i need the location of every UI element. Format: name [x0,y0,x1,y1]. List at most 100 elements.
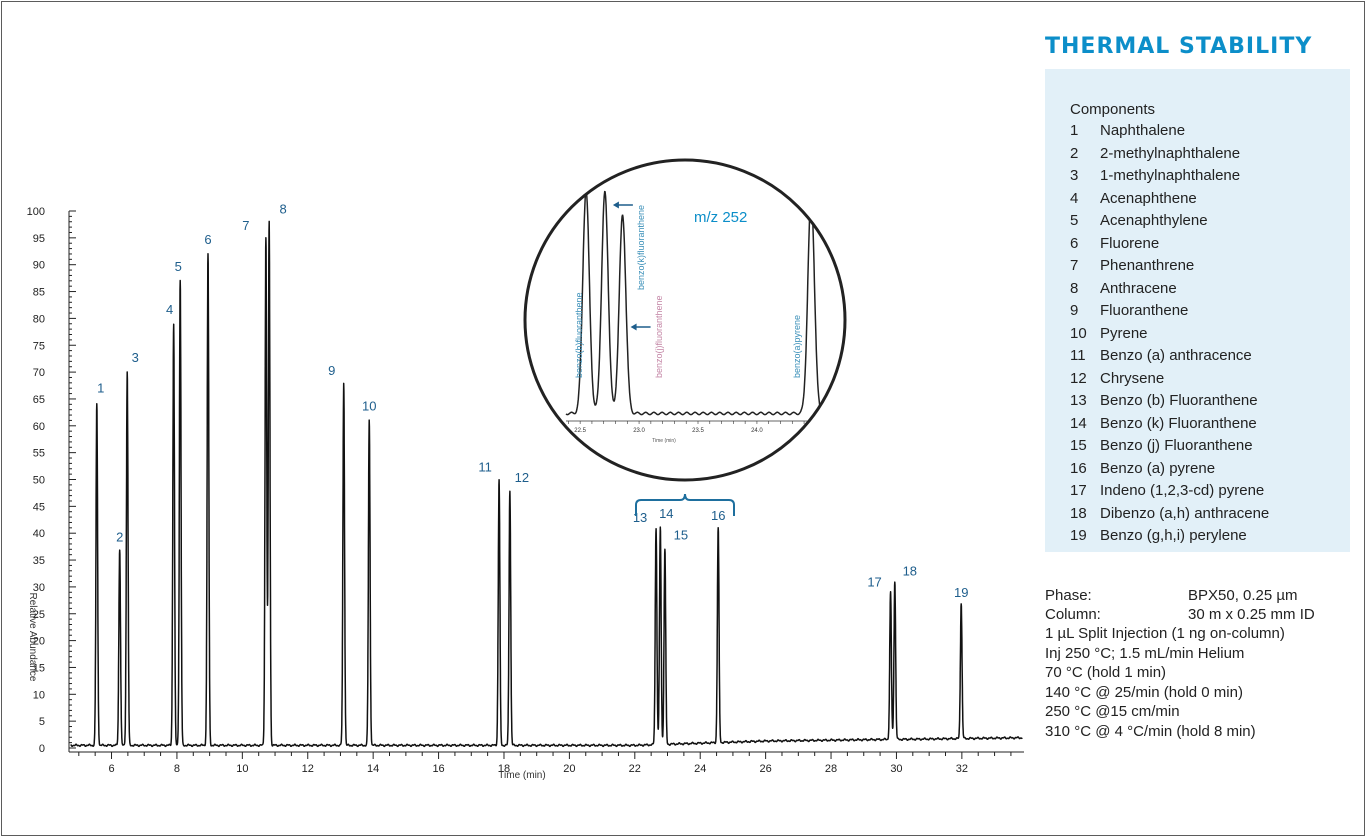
component-number: 6 [1070,234,1079,252]
phase-row: Phase: BPX50, 0.25 µm [1045,586,1355,605]
panel-title: THERMAL STABILITY [1045,34,1313,59]
component-number: 3 [1070,167,1079,184]
component-number: 16 [1070,459,1087,477]
component-name: Anthracene [1100,279,1177,297]
inset-x-tick-label: 24.0 [751,428,763,434]
x-tick-label: 10 [236,763,248,775]
inset-mz-annotation: m/z 252 [694,209,747,226]
component-number: 4 [1070,189,1079,207]
x-tick-label: 12 [302,763,314,775]
x-tick-label: 20 [563,763,575,775]
component-item: 14 Benzo (k) Fluoranthene [1070,415,1269,438]
peak-label: 12 [515,470,529,485]
x-tick-label: 14 [367,763,379,775]
component-number: 8 [1070,279,1079,297]
component-name: Benzo (g,h,i) perylene [1100,527,1247,544]
peak-label: 7 [242,218,249,233]
component-item: 17 Indeno (1,2,3-cd) pyrene [1070,482,1269,505]
peak-label: 1 [97,380,104,395]
inset-x-tick-label: 23.5 [692,428,704,434]
y-tick-label: 90 [33,260,45,272]
component-number: 15 [1070,437,1087,454]
peak-label: 18 [903,564,917,579]
component-item: 10 Pyrene [1070,325,1269,348]
inset-x-tick-label: 23.0 [633,428,645,434]
component-name: 2-methylnaphthalene [1100,144,1241,162]
conditions-block: Phase: BPX50, 0.25 µm Column: 30 m x 0.2… [1045,586,1355,741]
component-number: 14 [1070,414,1087,432]
y-tick-label: 30 [33,582,45,594]
peak-label: 3 [132,350,139,365]
column-row: Column: 30 m x 0.25 mm ID [1045,605,1355,624]
component-name: Benzo (j) Fluoranthene [1100,437,1253,454]
condition-line: 70 °C (hold 1 min) [1045,664,1167,681]
component-item: 19 Benzo (g,h,i) perylene [1070,527,1269,550]
x-tick-label: 32 [956,763,968,775]
y-tick-label: 65 [33,394,45,406]
component-number: 18 [1070,504,1087,522]
y-tick-label: 40 [33,528,45,540]
peak-label: 17 [867,574,881,589]
phase-label: Phase: [1045,587,1092,604]
x-tick-label: 28 [825,763,837,775]
y-tick-label: 15 [33,662,45,674]
component-item: 13 Benzo (b) Fluoranthene [1070,392,1269,415]
component-number: 19 [1070,527,1087,544]
phase-value: BPX50, 0.25 µm [1188,587,1298,604]
column-value: 30 m x 0.25 mm ID [1188,606,1315,623]
y-axis-label: Relative Abundance [27,593,38,682]
components-legend: Components 1 Naphthalene 2 2-methylnaphthal… [1045,69,1350,552]
component-number: 9 [1070,302,1079,319]
y-tick-label: 50 [33,475,45,487]
component-number: 13 [1070,392,1087,409]
peak-label: 11 [478,460,492,475]
component-item: 11 Benzo (a) anthracence [1070,347,1269,370]
component-item: 4 Acenaphthene [1070,190,1269,213]
y-tick-label: 75 [33,340,45,352]
column-label: Column: [1045,606,1101,623]
main-axes: 0510152025303540455055606570758085909510… [27,206,1024,775]
peak-label: 16 [711,508,725,523]
inset-x-tick-label: 24.5 [810,428,822,434]
inset-arrow [630,323,651,331]
components-list: 1 Naphthalene 2 2-methylnaphthalene 3 1-methy… [1070,122,1269,550]
conditions-lines: 1 µL Split Injection (1 ng on-column) Inj… [1045,624,1355,741]
condition-line: 1 µL Split Injection (1 ng on-column) [1045,625,1285,642]
component-name: Dibenzo (a,h) anthracene [1100,504,1270,522]
component-name: Naphthalene [1100,122,1186,139]
condition-line: 250 °C @15 cm/min [1045,703,1180,720]
component-name: Fluorene [1100,234,1160,252]
y-tick-label: 80 [33,313,45,325]
inset-peak-label: benzo(k)fluoranthene [636,205,646,290]
component-number: 10 [1070,324,1087,342]
component-item: 16 Benzo (a) pyrene [1070,460,1269,483]
component-item: 18 Dibenzo (a,h) anthracene [1070,505,1269,528]
x-tick-label: 8 [174,763,180,775]
inset-zoom: 22.5 23.0 23.5 24.0 24.5 benzo(b)fluoranthen… [523,158,847,482]
component-item: 2 2-methylnaphthalene [1070,145,1269,168]
component-item: 7 Phenanthrene [1070,257,1269,280]
component-number: 17 [1070,482,1087,499]
y-tick-label: 0 [39,743,45,755]
y-tick-label: 85 [33,287,45,299]
y-tick-label: 25 [33,609,45,621]
inset-peak-label: benzo(j)fluoranthene [654,295,664,378]
condition-line: Inj 250 °C; 1.5 mL/min Helium [1045,644,1245,662]
y-tick-label: 10 [33,689,45,701]
inset-trace [565,188,831,416]
component-item: 12 Chrysene [1070,370,1269,393]
component-name: Benzo (k) Fluoranthene [1100,414,1257,432]
peak-label: 9 [328,363,335,378]
y-tick-label: 45 [33,501,45,513]
chromatogram-trace [70,220,1023,748]
peak-label: 2 [116,529,123,544]
y-tick-label: 60 [33,421,45,433]
inset-peak-labels: benzo(b)fluoranthene benzo(k)fluoranthene… [574,201,802,378]
x-tick-label: 30 [890,763,902,775]
inset-x-tick-label: 22.5 [574,428,586,434]
peak-label: 15 [674,527,688,542]
y-tick-label: 35 [33,555,45,567]
component-number: 11 [1070,347,1086,364]
component-item: 1 Naphthalene [1070,122,1269,145]
y-tick-label: 20 [33,636,45,648]
